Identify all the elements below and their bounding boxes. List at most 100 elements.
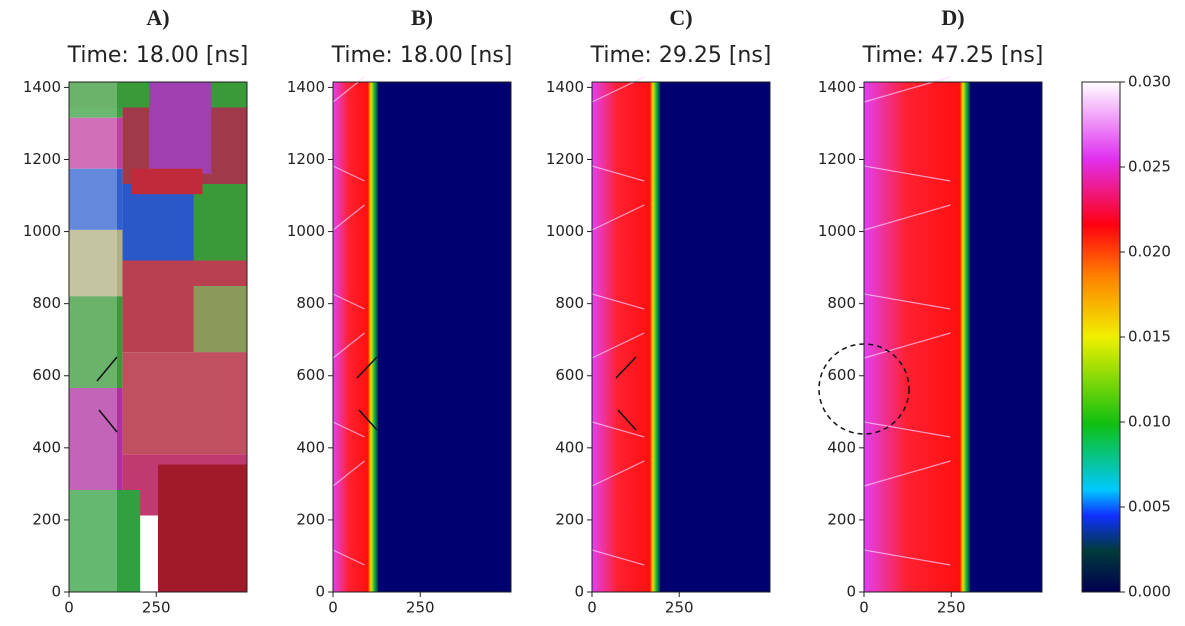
grain-boundary xyxy=(332,204,365,231)
shocked xyxy=(592,82,650,592)
grain-boundary xyxy=(591,332,645,359)
grain-boundary xyxy=(591,549,645,566)
front xyxy=(960,82,970,592)
y-tick-label: 1200 xyxy=(23,150,61,168)
x-tick-label: 0 xyxy=(587,599,597,617)
y-tick-label: 1200 xyxy=(818,150,856,168)
y-tick-label: 800 xyxy=(555,294,584,312)
front xyxy=(650,82,660,592)
grain-boundary xyxy=(863,204,951,231)
y-tick-label: 800 xyxy=(296,294,325,312)
colorbar-tick-label: 0.020 xyxy=(1128,243,1171,261)
plot-frame xyxy=(863,81,1043,593)
x-tick-label: 0 xyxy=(859,599,869,617)
y-tick-label: 1000 xyxy=(287,222,325,240)
grain-boundary xyxy=(332,549,365,566)
shocked xyxy=(333,82,368,592)
grain-boundary xyxy=(863,549,951,566)
arrow xyxy=(96,356,118,382)
front xyxy=(368,82,378,592)
grain-boundary xyxy=(863,332,951,359)
grain xyxy=(69,490,141,592)
y-tick-label: 600 xyxy=(555,366,584,384)
grain xyxy=(131,168,203,195)
x-tick-label: 0 xyxy=(64,599,74,617)
colorbar-tick-label: 0.005 xyxy=(1128,498,1171,516)
panel-label: B) xyxy=(411,5,433,30)
y-tick-label: 1000 xyxy=(23,222,61,240)
y-tick-label: 600 xyxy=(32,366,61,384)
shocked xyxy=(864,82,960,592)
grain-boundary xyxy=(591,76,645,103)
grain-boundary xyxy=(863,421,951,438)
grain xyxy=(69,296,123,388)
colorbar-tick-label: 0.030 xyxy=(1128,73,1171,91)
y-tick-label: 800 xyxy=(32,294,61,312)
grain-boundary xyxy=(591,421,645,438)
y-tick-label: 0 xyxy=(846,583,856,601)
arrow xyxy=(358,409,378,431)
grain-boundary xyxy=(591,165,645,182)
grain-boundary xyxy=(332,332,365,359)
plot-frame xyxy=(332,81,512,593)
x-tick-label: 250 xyxy=(142,599,171,617)
grain-boundary xyxy=(332,293,365,310)
colorbar-tick-label: 0.015 xyxy=(1128,328,1171,346)
y-tick-label: 200 xyxy=(555,510,584,528)
colorbar-tick-label: 0.010 xyxy=(1128,413,1171,431)
grain xyxy=(122,352,247,455)
y-tick-label: 0 xyxy=(51,583,61,601)
plot-frame xyxy=(591,81,771,593)
arrow xyxy=(617,409,637,431)
y-tick-label: 1400 xyxy=(546,78,584,96)
grain-boundary xyxy=(863,293,951,310)
x-tick-label: 250 xyxy=(937,599,966,617)
y-tick-label: 400 xyxy=(555,438,584,456)
grain-boundary xyxy=(591,204,645,231)
grain xyxy=(193,286,247,353)
y-tick-label: 200 xyxy=(827,510,856,528)
grain-boundary xyxy=(863,460,951,487)
x-tick-label: 250 xyxy=(406,599,435,617)
y-tick-label: 1400 xyxy=(818,78,856,96)
y-tick-label: 400 xyxy=(32,438,61,456)
panel-title: Time: 29.25 [ns] xyxy=(590,43,772,68)
arrow xyxy=(356,356,378,379)
grain-boundary xyxy=(591,460,645,487)
panel-title: Time: 18.00 [ns] xyxy=(67,43,249,68)
y-tick-label: 800 xyxy=(827,294,856,312)
arrow xyxy=(615,356,637,379)
grain-boundary xyxy=(863,76,951,103)
y-tick-label: 1000 xyxy=(818,222,856,240)
plot-frame xyxy=(68,81,248,593)
grain-boundary xyxy=(332,76,365,103)
grain-boundary xyxy=(863,165,951,182)
grain xyxy=(158,464,247,592)
colorbar xyxy=(1081,81,1121,593)
y-tick-label: 200 xyxy=(32,510,61,528)
y-tick-label: 0 xyxy=(574,583,584,601)
grain xyxy=(149,82,212,174)
y-tick-label: 400 xyxy=(827,438,856,456)
y-tick-label: 400 xyxy=(296,438,325,456)
y-tick-label: 1400 xyxy=(287,78,325,96)
y-tick-label: 1200 xyxy=(546,150,584,168)
x-tick-label: 250 xyxy=(665,599,694,617)
y-tick-label: 1200 xyxy=(287,150,325,168)
panel-label: D) xyxy=(941,5,964,30)
grain xyxy=(69,168,123,230)
grain xyxy=(69,117,123,169)
grain-boundary xyxy=(591,293,645,310)
grain-boundary xyxy=(332,460,365,487)
y-tick-label: 1000 xyxy=(546,222,584,240)
panel-title: Time: 18.00 [ns] xyxy=(331,43,513,68)
grain xyxy=(69,229,123,297)
panel-label: A) xyxy=(146,5,169,30)
y-tick-label: 0 xyxy=(315,583,325,601)
x-tick-label: 0 xyxy=(328,599,338,617)
shocked-band xyxy=(69,82,117,592)
grain-boundary xyxy=(332,165,365,182)
grain xyxy=(69,388,123,490)
grain-boundary xyxy=(332,421,365,438)
